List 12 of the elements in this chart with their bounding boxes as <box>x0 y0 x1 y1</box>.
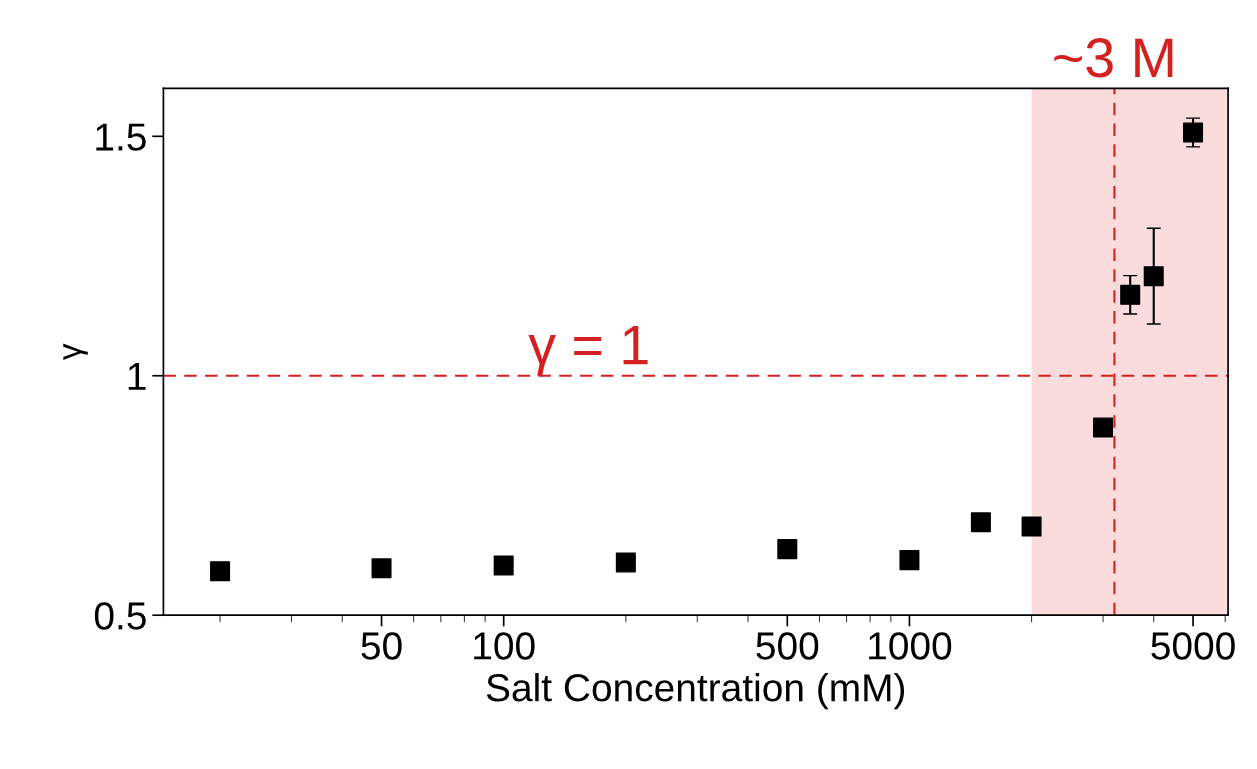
x-tick-label: 5000 <box>1151 632 1235 660</box>
ref-line-label: ~3 M <box>1054 38 1173 78</box>
x-axis-title: Salt Concentration (mM) <box>486 672 905 710</box>
x-tick-label: 500 <box>756 632 819 660</box>
x-tick-label: 100 <box>474 632 535 660</box>
x-tick-label: 1000 <box>869 632 952 660</box>
y-tick-label: 1.5 <box>96 123 146 151</box>
ref-line-label: γ = 1 <box>528 326 648 376</box>
x-tick-label: 50 <box>361 632 402 660</box>
y-tick-label: 0.5 <box>94 602 146 630</box>
y-axis-title: γ <box>63 343 88 361</box>
y-tick-label: 1 <box>128 363 146 390</box>
